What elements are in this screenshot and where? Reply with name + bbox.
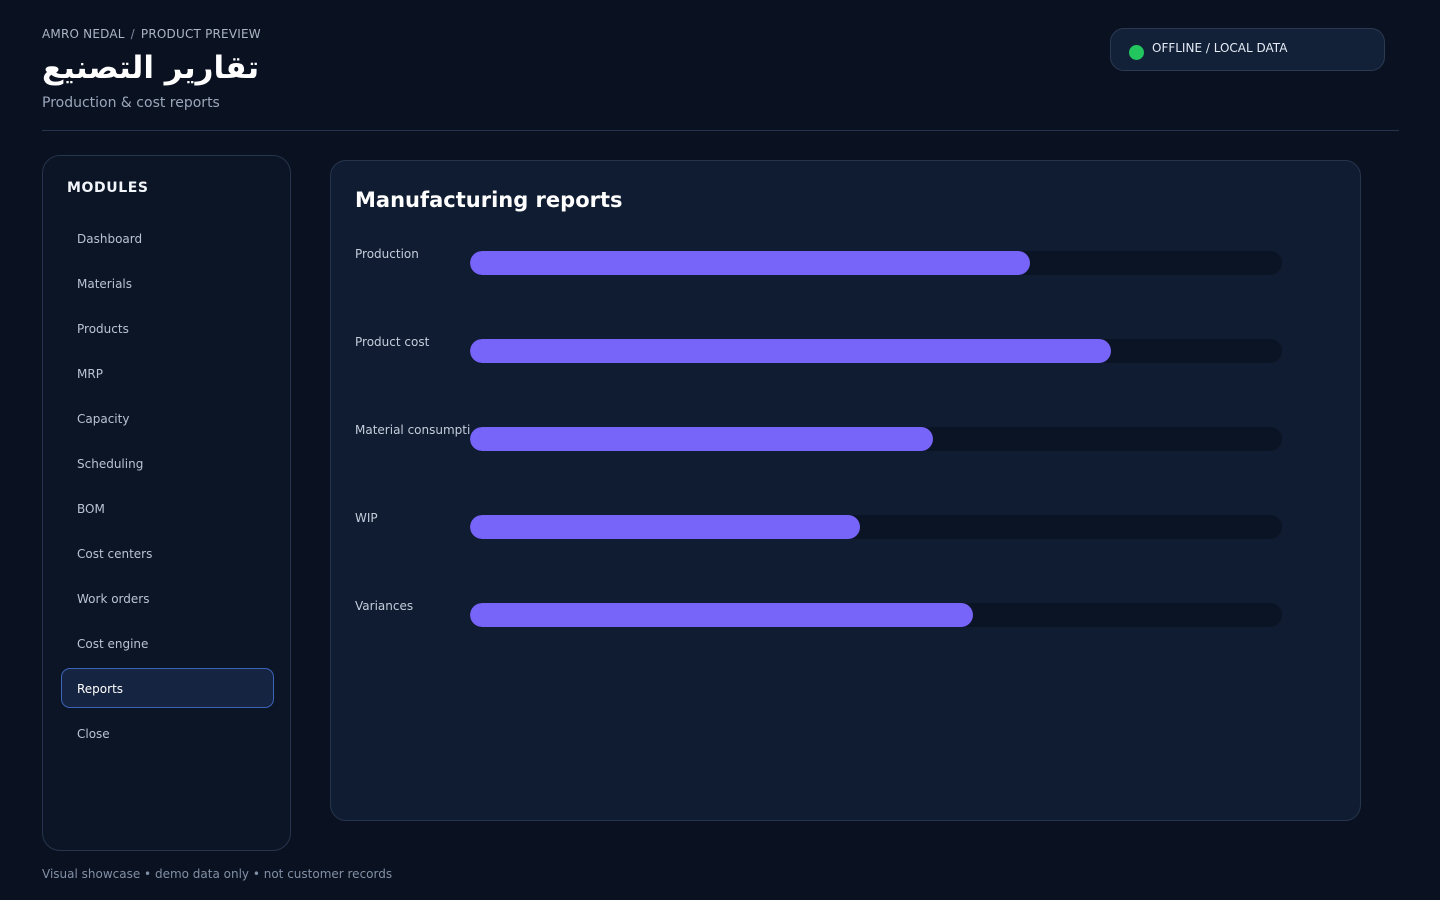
report-row[interactable]: Production bbox=[331, 247, 1360, 275]
sidebar-item-mrp[interactable]: MRP bbox=[77, 367, 103, 381]
sidebar-item-scheduling[interactable]: Scheduling bbox=[77, 457, 144, 471]
report-progress-track bbox=[470, 427, 1282, 451]
report-row[interactable]: Variances bbox=[331, 599, 1360, 627]
footer-note: Visual showcase • demo data only • not c… bbox=[42, 867, 393, 881]
report-row[interactable]: Material consumption bbox=[331, 423, 1360, 451]
report-progress-track bbox=[470, 515, 1282, 539]
report-label: Material consumption bbox=[355, 423, 471, 437]
page-title: تقارير التصنيع bbox=[42, 50, 260, 86]
report-progress-track bbox=[470, 339, 1282, 363]
sidebar-item-capacity[interactable]: Capacity bbox=[77, 412, 130, 426]
report-label: Production bbox=[355, 247, 419, 261]
report-progress-track bbox=[470, 603, 1282, 627]
sidebar-item-materials[interactable]: Materials bbox=[77, 277, 133, 291]
panel-title: Manufacturing reports bbox=[355, 188, 623, 212]
report-row[interactable]: Product cost bbox=[331, 335, 1360, 363]
sidebar-item-work-orders[interactable]: Work orders bbox=[77, 592, 150, 606]
sidebar-item-bom[interactable]: BOM bbox=[77, 502, 105, 516]
sidebar-item-products[interactable]: Products bbox=[77, 322, 129, 336]
sidebar-item-cost-centers[interactable]: Cost centers bbox=[77, 547, 153, 561]
report-label: WIP bbox=[355, 511, 378, 525]
sidebar-item-close[interactable]: Close bbox=[77, 727, 110, 741]
status-label: OFFLINE / LOCAL DATA bbox=[1152, 41, 1288, 55]
header-divider bbox=[42, 130, 1399, 131]
status-badge: OFFLINE / LOCAL DATA bbox=[1110, 28, 1385, 71]
sidebar: MODULES Dashboard Materials Products MRP Cap… bbox=[42, 155, 291, 851]
breadcrumb-item-product-preview[interactable]: PRODUCT PREVIEW bbox=[140, 27, 261, 41]
sidebar-item-reports[interactable]: Reports bbox=[61, 668, 274, 708]
status-dot-icon bbox=[1129, 45, 1144, 60]
page-subtitle: Production & cost reports bbox=[42, 95, 220, 111]
report-label: Variances bbox=[355, 599, 414, 613]
sidebar-list: Dashboard Materials Products MRP Capacity Sch… bbox=[61, 218, 274, 758]
report-progress-fill bbox=[470, 427, 933, 451]
report-row[interactable]: WIP bbox=[331, 511, 1360, 539]
sidebar-item-cost-engine[interactable]: Cost engine bbox=[77, 637, 149, 651]
report-progress-fill bbox=[470, 603, 974, 627]
report-label: Product cost bbox=[355, 335, 430, 349]
reports-panel: Manufacturing reports Production Product … bbox=[330, 160, 1361, 821]
breadcrumb: AMRO NEDAL / PRODUCT PREVIEW bbox=[42, 27, 261, 41]
breadcrumb-item-owner[interactable]: AMRO NEDAL bbox=[42, 27, 125, 41]
report-progress-fill bbox=[470, 515, 860, 539]
sidebar-heading: MODULES bbox=[67, 180, 149, 196]
sidebar-item-dashboard[interactable]: Dashboard bbox=[77, 232, 143, 246]
report-progress-track bbox=[470, 251, 1282, 275]
report-progress-fill bbox=[470, 251, 1031, 275]
report-progress-fill bbox=[470, 339, 1112, 363]
breadcrumb-separator: / bbox=[130, 27, 135, 41]
